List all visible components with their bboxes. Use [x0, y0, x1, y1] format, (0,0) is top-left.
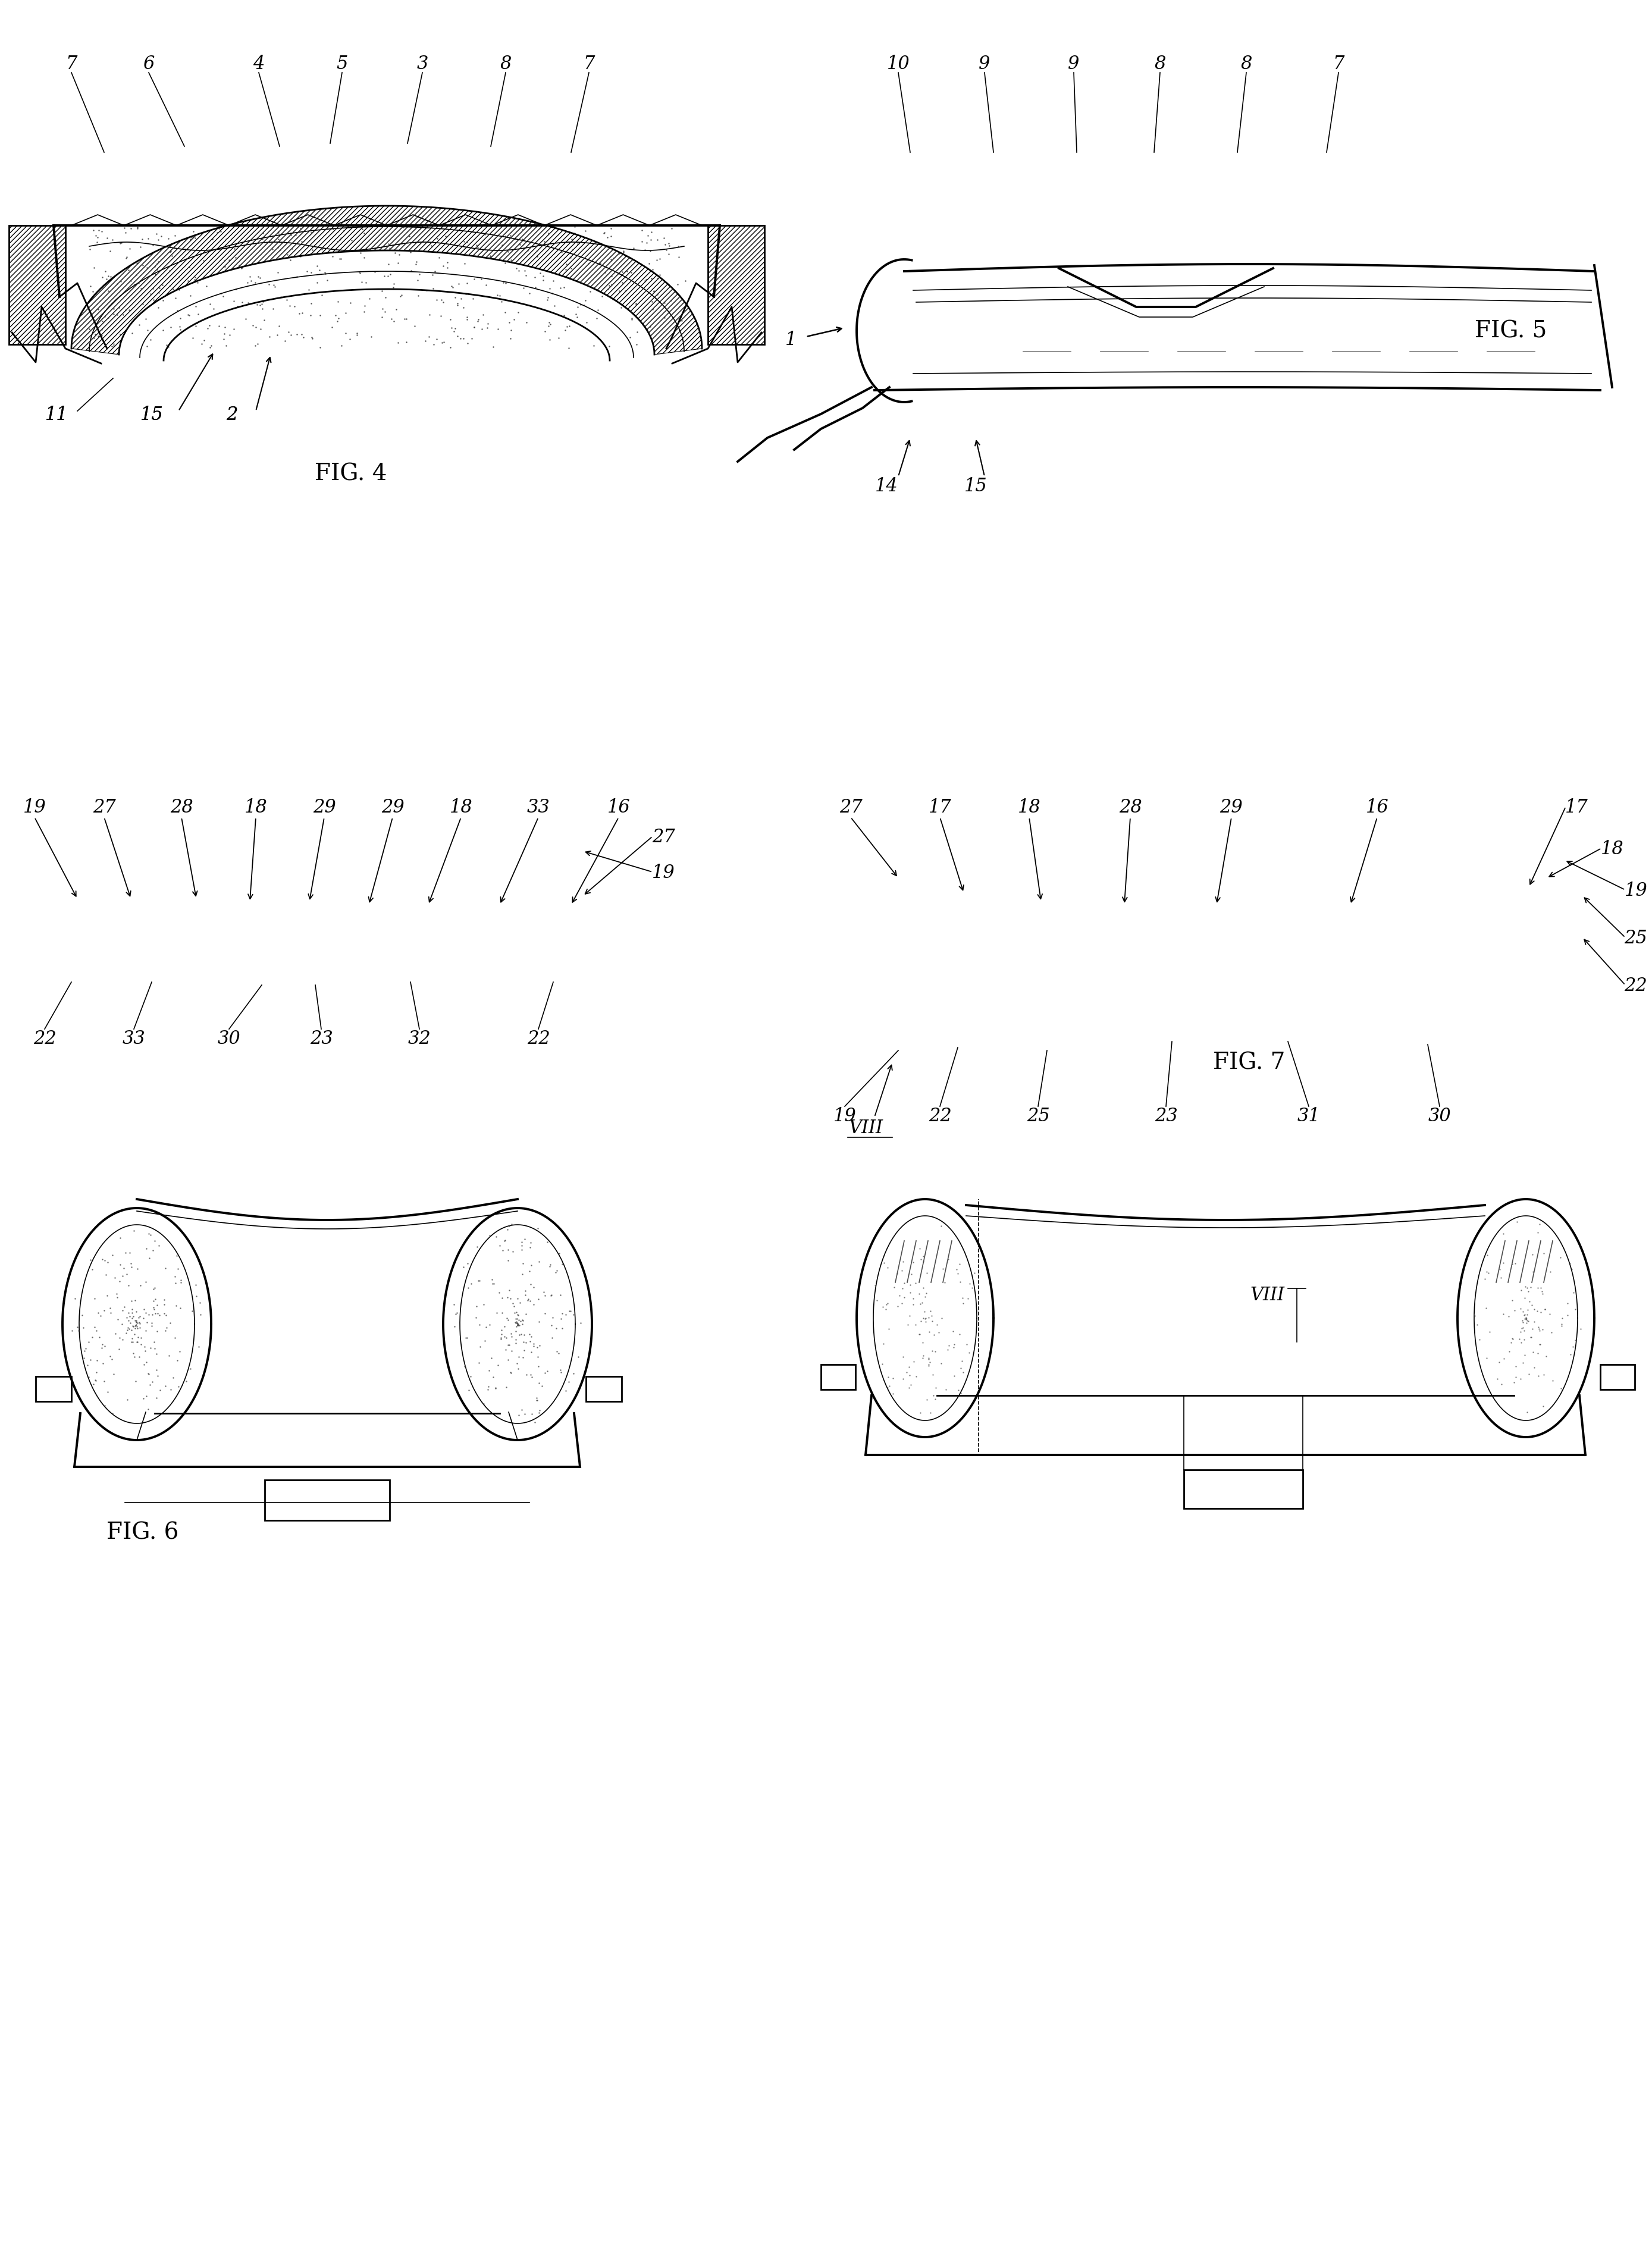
Text: 19: 19: [833, 1108, 856, 1126]
FancyBboxPatch shape: [709, 225, 765, 345]
Text: 15: 15: [965, 477, 988, 495]
Text: 3: 3: [416, 54, 428, 72]
Text: 14: 14: [876, 477, 899, 495]
FancyBboxPatch shape: [821, 1365, 856, 1389]
Text: 23: 23: [1155, 1108, 1178, 1126]
Text: 5: 5: [337, 54, 349, 72]
Text: 11: 11: [45, 405, 68, 423]
FancyBboxPatch shape: [1601, 1365, 1635, 1389]
Text: 33: 33: [527, 797, 550, 815]
Text: 6: 6: [144, 54, 155, 72]
Text: 22: 22: [928, 1108, 952, 1126]
Text: 29: 29: [1219, 797, 1242, 815]
Text: 11: 11: [45, 405, 68, 423]
Text: 22: 22: [527, 1029, 550, 1047]
Text: FIG. 6: FIG. 6: [107, 1522, 178, 1543]
Text: 7: 7: [583, 54, 595, 72]
Text: 9: 9: [978, 54, 990, 72]
Text: 19: 19: [23, 797, 46, 815]
Text: FIG. 7: FIG. 7: [1213, 1052, 1285, 1074]
Text: 32: 32: [408, 1029, 431, 1047]
Text: 8: 8: [1241, 54, 1252, 72]
Text: 2: 2: [226, 405, 238, 423]
Text: 17: 17: [1564, 797, 1588, 815]
FancyBboxPatch shape: [586, 1376, 621, 1401]
Text: 18: 18: [449, 797, 472, 815]
FancyBboxPatch shape: [8, 225, 66, 345]
Text: 25: 25: [1026, 1108, 1049, 1126]
FancyBboxPatch shape: [1184, 1471, 1303, 1509]
Text: 18: 18: [1601, 840, 1624, 858]
FancyBboxPatch shape: [36, 1376, 71, 1401]
Text: 4: 4: [253, 54, 264, 72]
Text: 15: 15: [140, 405, 164, 423]
Text: 29: 29: [312, 797, 335, 815]
Text: 1: 1: [785, 331, 796, 349]
Text: 30: 30: [218, 1029, 241, 1047]
Text: 27: 27: [653, 826, 674, 847]
Text: 8: 8: [1155, 54, 1166, 72]
Text: 19: 19: [1624, 881, 1647, 899]
Text: 2: 2: [226, 405, 238, 423]
Text: VIII: VIII: [849, 1119, 882, 1137]
Text: 10: 10: [887, 54, 910, 72]
Text: 33: 33: [122, 1029, 145, 1047]
Text: FIG. 4: FIG. 4: [316, 464, 387, 484]
Text: 16: 16: [608, 797, 629, 815]
Text: 9: 9: [1067, 54, 1079, 72]
Text: 31: 31: [1297, 1108, 1320, 1126]
Text: 16: 16: [1366, 797, 1389, 815]
Text: 22: 22: [33, 1029, 56, 1047]
Text: 19: 19: [653, 863, 674, 881]
Text: 27: 27: [93, 797, 116, 815]
Text: 22: 22: [1624, 975, 1647, 995]
Text: 29: 29: [382, 797, 405, 815]
Text: 30: 30: [1427, 1108, 1450, 1126]
Text: 8: 8: [501, 54, 512, 72]
Text: 15: 15: [140, 405, 164, 423]
Text: 28: 28: [170, 797, 193, 815]
Text: 27: 27: [839, 797, 862, 815]
Text: 18: 18: [1018, 797, 1041, 815]
Text: 18: 18: [244, 797, 268, 815]
FancyBboxPatch shape: [264, 1480, 390, 1520]
Text: 7: 7: [66, 54, 78, 72]
Text: 25: 25: [1624, 928, 1647, 948]
Text: 7: 7: [1333, 54, 1345, 72]
Text: FIG. 5: FIG. 5: [1475, 320, 1548, 342]
Text: VIII: VIII: [1251, 1286, 1284, 1304]
Text: 28: 28: [1118, 797, 1142, 815]
Text: 23: 23: [309, 1029, 332, 1047]
Text: 17: 17: [928, 797, 952, 815]
